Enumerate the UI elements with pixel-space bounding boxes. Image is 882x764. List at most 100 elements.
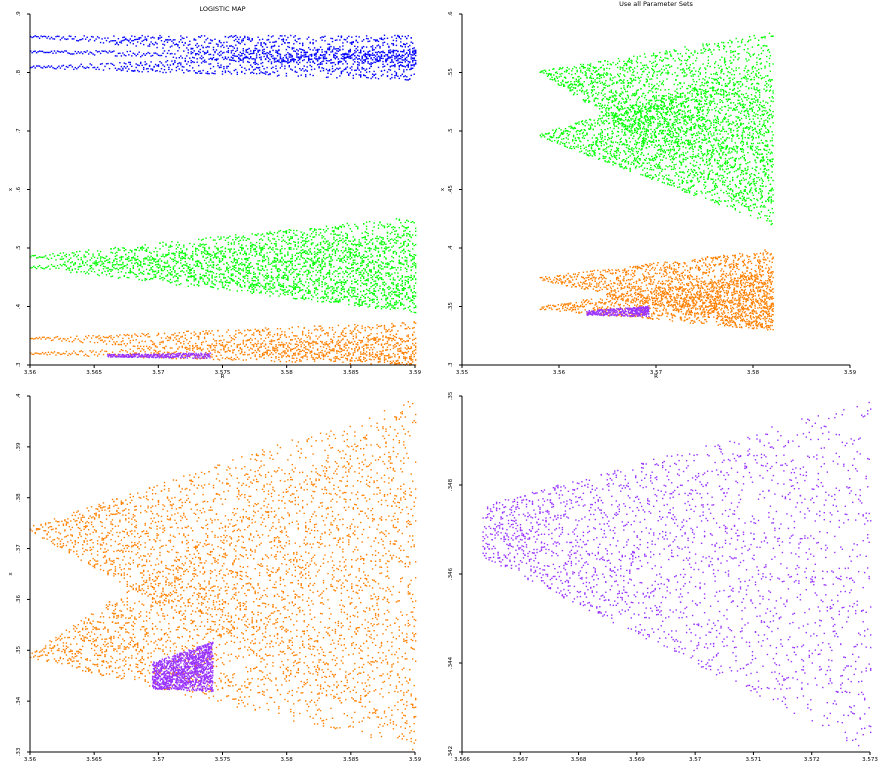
data-point [308,282,310,284]
data-point [337,63,340,65]
data-point [400,284,402,286]
data-point [238,277,240,279]
data-point [278,74,280,76]
data-point [328,272,331,274]
data-point [345,237,347,239]
data-point [96,263,99,266]
data-point [380,242,383,244]
data-point [281,39,283,41]
data-point [364,69,366,71]
data-point [85,272,87,275]
data-point [364,75,366,77]
data-point [361,68,363,70]
data-point [178,252,180,255]
data-point [260,42,262,44]
data-point [291,237,293,239]
data-point [276,50,279,52]
data-point [55,35,57,38]
data-point [413,291,415,293]
data-point [102,341,105,343]
data-point [343,272,345,275]
data-point [328,255,331,257]
data-point [156,263,158,266]
data-point [285,56,288,58]
data-point [236,284,238,286]
data-point [394,226,396,229]
data-point [389,66,392,68]
data-point [373,289,375,292]
data-point [324,50,326,53]
data-point [169,53,172,55]
data-point [261,51,264,53]
data-point [305,281,307,283]
data-point [269,51,271,53]
data-point [134,257,136,259]
data-point [309,48,311,51]
data-point [385,272,387,274]
data-point [137,262,139,264]
data-point [316,244,319,246]
data-point [373,56,375,59]
data-point [260,56,262,58]
data-point [247,265,249,267]
data-point [376,237,378,240]
data-point [196,265,198,267]
data-point [388,250,390,252]
data-point [358,55,360,57]
data-point [406,37,408,40]
data-point [175,260,178,263]
data-point [98,253,100,255]
data-point [334,54,337,57]
data-point [251,244,253,246]
data-point [90,270,93,272]
data-point [327,60,329,62]
data-point [111,252,114,254]
data-point [412,296,414,299]
data-point [264,284,267,286]
data-point [374,276,377,279]
data-point [128,251,130,254]
data-point [46,66,48,68]
data-point [352,240,354,242]
data-point [229,251,231,253]
data-point [208,280,210,282]
data-point [220,50,222,52]
data-point [382,60,384,63]
data-point [358,300,360,302]
data-point [183,72,185,74]
data-point [403,51,405,53]
data-point [172,39,175,41]
data-point [183,44,185,46]
data-point [389,268,392,270]
data-point [193,284,195,286]
data-point [398,260,400,262]
data-point [261,246,264,249]
data-point [212,49,215,51]
data-point [223,46,225,49]
data-point [203,275,206,278]
data-point [186,279,188,282]
data-point [269,334,271,336]
data-point [412,295,414,297]
data-point [299,277,301,280]
data-point [348,299,350,301]
data-point [379,272,381,274]
data-point [327,228,329,230]
data-point [99,63,102,65]
data-point [355,39,357,41]
data-point [374,280,377,282]
data-point [221,44,224,46]
data-point [198,336,200,339]
data-point [181,258,183,260]
data-point [288,271,290,274]
data-point [96,51,99,53]
data-point [324,282,326,284]
data-point [205,262,207,264]
data-point [297,286,299,288]
data-point [120,257,123,259]
data-point [365,231,368,234]
data-point [263,55,265,58]
data-point [392,288,395,290]
data-point [221,281,224,283]
data-point [218,269,221,271]
